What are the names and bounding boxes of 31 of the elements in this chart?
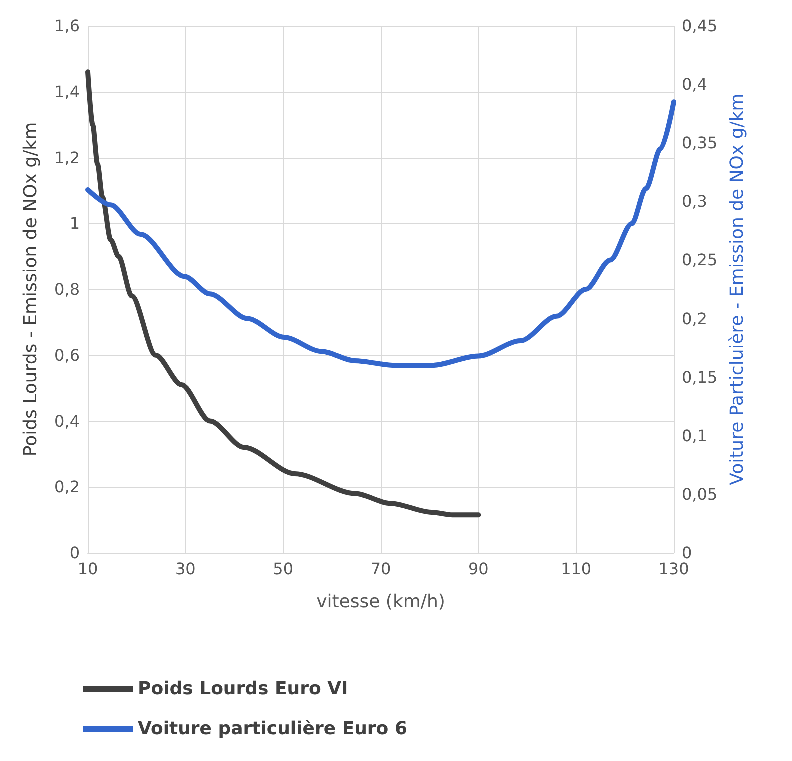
x-axis-title: vitesse (km/h)	[316, 592, 446, 612]
y2-tick-label: 0,3	[682, 192, 708, 212]
y-tick-label: 0,6	[54, 346, 80, 365]
x-tick-label: 70	[370, 560, 392, 578]
legend-label: Poids Lourds Euro VI	[138, 678, 348, 700]
y-tick-label: 0,2	[54, 478, 80, 497]
y2-tick-label: 0,25	[682, 250, 718, 270]
legend-label: Voiture particulière Euro 6	[138, 718, 408, 740]
y2-tick-label: 0,1	[682, 426, 708, 446]
y-tick-label: 0	[70, 544, 80, 562]
x-tick-label: 30	[175, 560, 196, 578]
x-tick-label: 90	[468, 560, 489, 578]
y-tick-label: 1,4	[54, 82, 80, 102]
y-tick-label: 1,2	[54, 148, 80, 168]
x-tick-label: 50	[273, 560, 294, 578]
y2-tick-label: 0	[682, 544, 692, 562]
x-tick-label: 10	[78, 560, 98, 578]
y2-tick-label: 0,2	[682, 309, 708, 328]
y-axis-title: Poids Lourds - Emission de NOx g/km	[20, 122, 42, 457]
y2-tick-label: 0,05	[682, 484, 718, 504]
y2-tick-label: 0,15	[682, 368, 718, 387]
x-tick-label: 130	[658, 560, 690, 578]
y-tick-label: 1,6	[54, 16, 80, 36]
y2-tick-label: 0,45	[682, 16, 718, 36]
y-tick-label: 0,4	[54, 412, 80, 431]
y-tick-label: 0,8	[54, 280, 80, 299]
y-tick-label: 1	[70, 214, 80, 234]
y2-tick-label: 0,35	[682, 134, 718, 153]
y2-axis-title: Voiture Particluière - Emission de NOx g/km	[727, 94, 748, 486]
y2-tick-label: 0,4	[682, 75, 708, 94]
x-tick-label: 110	[561, 560, 592, 578]
